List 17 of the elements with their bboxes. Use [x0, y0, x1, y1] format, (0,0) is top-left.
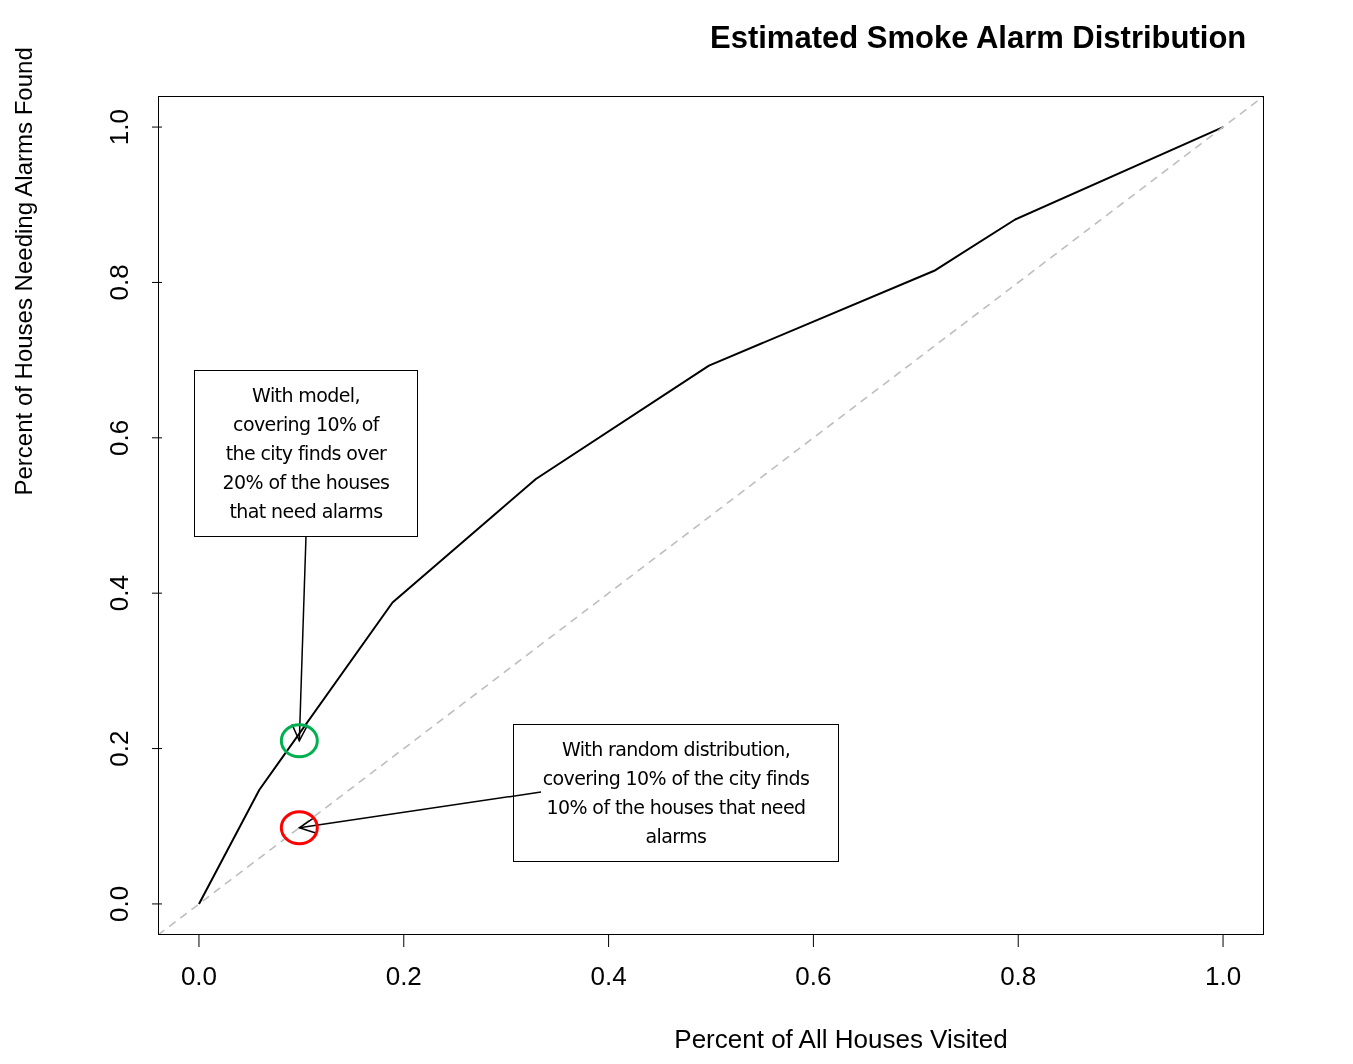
- y-tick-label: 0.4: [104, 575, 134, 612]
- x-tick-label: 0.2: [385, 961, 422, 991]
- y-tick-label: 0.0: [104, 885, 134, 922]
- x-tick-label: 0.6: [795, 961, 832, 991]
- x-tick-label: 0.4: [590, 961, 627, 991]
- y-tick-label: 1.0: [104, 109, 134, 146]
- x-tick-label: 0.0: [180, 961, 218, 991]
- y-axis-title: Percent of Houses Needing Alarms Found: [9, 47, 37, 496]
- x-tick-label: 0.8: [1000, 961, 1037, 991]
- x-tick-label: 1.0: [1204, 961, 1242, 991]
- y-tick-label: 0.2: [104, 730, 134, 767]
- annotation: With random distribution, covering 10% of the city finds 10% of the houses that need alarms: [513, 724, 839, 862]
- y-tick-label: 0.6: [104, 419, 134, 456]
- y-tick-label: 0.8: [104, 264, 134, 301]
- x-axis-title: Percent of All Houses Visited: [674, 1024, 1008, 1054]
- annotation: With model, covering 10% of the city finds over 20% of the houses that need alarms: [194, 370, 418, 537]
- chart-title: Estimated Smoke Alarm Distribution: [710, 20, 1247, 56]
